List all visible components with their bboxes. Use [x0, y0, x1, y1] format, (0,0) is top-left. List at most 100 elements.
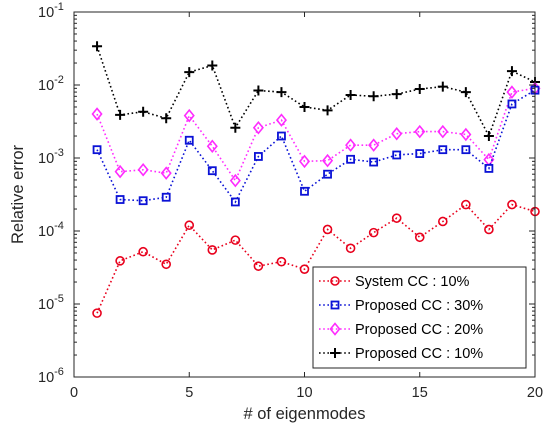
legend: System CC : 10% Proposed CC : 30% Proposed…	[312, 266, 527, 369]
data-point	[438, 145, 448, 155]
data-point	[253, 261, 264, 271]
data-point	[252, 120, 264, 135]
y-tick-label: 10-1	[38, 1, 64, 21]
legend-entry: Proposed CC : 20%	[319, 322, 483, 338]
data-point	[506, 66, 517, 77]
ticks-layer: 0 5 10 15 20 10-6 10-5 10-4 10-3 10-2 10-1	[38, 1, 543, 401]
data-point	[229, 173, 241, 188]
legend-box	[312, 266, 527, 369]
data-point	[206, 139, 218, 153]
data-point	[160, 166, 172, 180]
data-point	[322, 153, 334, 168]
data-point	[275, 113, 287, 127]
legend-label: System CC : 10%	[355, 274, 470, 290]
data-point	[506, 85, 518, 99]
data-point	[392, 150, 402, 160]
data-point	[391, 213, 402, 223]
data-point	[277, 131, 286, 141]
data-point	[437, 124, 449, 139]
series-3	[92, 41, 540, 142]
data-point	[461, 145, 471, 155]
x-tick-label: 0	[70, 385, 78, 401]
data-point	[230, 235, 241, 245]
data-point	[322, 105, 333, 116]
data-point	[138, 246, 148, 257]
x-tick-label: 15	[412, 385, 428, 401]
data-point	[138, 196, 148, 206]
data-point	[253, 85, 264, 96]
data-point	[368, 227, 379, 238]
data-point	[437, 216, 448, 227]
data-point	[161, 259, 171, 270]
y-tick-label: 10-3	[38, 147, 64, 167]
data-point	[276, 256, 287, 267]
data-point	[183, 108, 195, 123]
series-1	[92, 85, 540, 207]
data-point	[184, 135, 194, 145]
data-point	[391, 89, 402, 100]
data-point	[507, 99, 517, 109]
y-tick-label: 10-6	[38, 366, 64, 386]
legend-label: Proposed CC : 30%	[355, 298, 483, 314]
data-point	[161, 113, 172, 124]
data-point	[346, 154, 356, 164]
data-point	[230, 122, 241, 133]
x-tick-label: 5	[185, 385, 193, 401]
x-tick-label: 20	[527, 385, 543, 401]
data-point	[114, 164, 126, 179]
data-point	[483, 131, 494, 142]
data-point	[230, 197, 240, 207]
series-2	[91, 81, 541, 188]
data-point	[115, 195, 125, 204]
data-point	[207, 245, 218, 255]
data-point	[330, 300, 340, 310]
y-tick-label: 10-4	[38, 220, 64, 240]
legend-label: Proposed CC : 10%	[355, 346, 483, 362]
data-point	[461, 199, 471, 210]
y-axis-label: Relative error	[9, 144, 27, 244]
data-point	[345, 243, 356, 254]
data-point	[507, 199, 517, 210]
data-point	[414, 232, 425, 243]
data-point	[184, 67, 195, 78]
data-point	[137, 163, 149, 177]
data-point	[276, 87, 287, 98]
x-tick-label: 10	[296, 385, 312, 401]
legend-entry: Proposed CC : 10%	[319, 346, 483, 362]
data-point	[299, 101, 310, 112]
data-point	[415, 149, 425, 158]
data-point	[330, 348, 340, 358]
data-point	[484, 164, 494, 173]
data-point	[207, 166, 217, 176]
data-point	[460, 127, 472, 142]
y-tick-label: 10-2	[38, 74, 64, 94]
data-point	[437, 81, 448, 92]
x-axis-label: # of eigenmodes	[243, 405, 365, 423]
data-point	[115, 256, 125, 266]
legend-entry: System CC : 10%	[319, 274, 470, 290]
data-point	[460, 87, 471, 98]
data-point	[322, 224, 333, 235]
series-0	[92, 199, 540, 318]
data-point	[138, 106, 149, 117]
data-point	[92, 145, 102, 155]
data-point	[323, 169, 332, 179]
data-point	[484, 224, 494, 235]
data-point	[414, 84, 425, 95]
data-point	[207, 60, 218, 71]
data-point	[368, 138, 380, 152]
data-point	[368, 91, 379, 102]
data-point	[414, 124, 426, 139]
data-point	[298, 154, 311, 169]
data-point	[161, 192, 171, 202]
data-point	[369, 157, 379, 167]
data-point	[115, 109, 126, 120]
series-line	[96, 87, 536, 183]
data-point	[92, 41, 103, 52]
data-point	[345, 89, 356, 100]
data-point	[253, 152, 263, 161]
data-point	[299, 264, 310, 274]
data-point	[329, 322, 341, 336]
data-point	[330, 276, 340, 286]
